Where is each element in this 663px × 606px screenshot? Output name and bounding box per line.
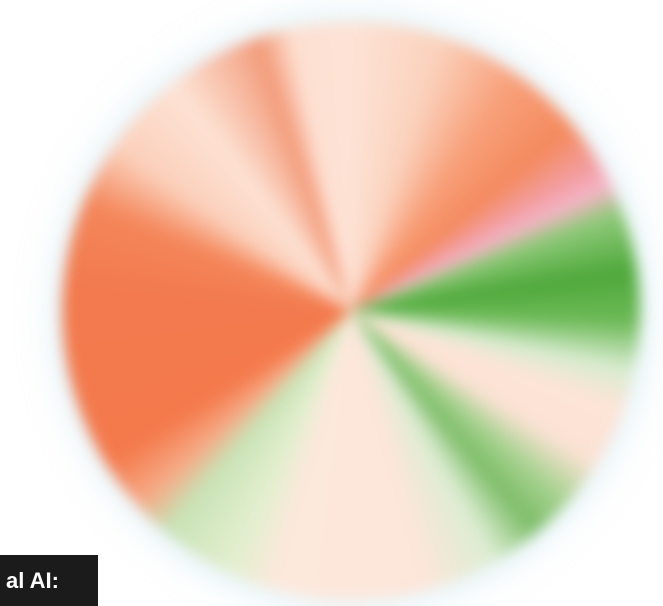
caption: al AI:	[0, 555, 98, 606]
disc-glow	[62, 22, 640, 600]
